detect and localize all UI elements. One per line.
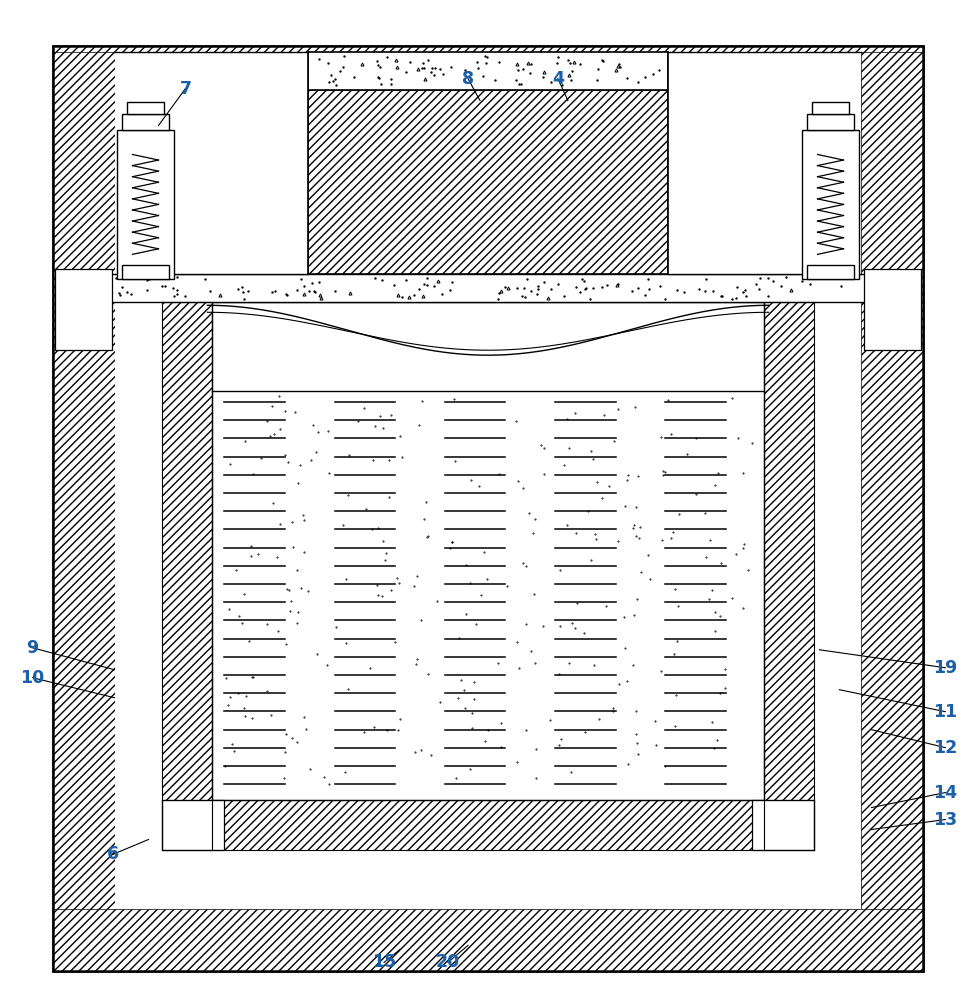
Bar [213,302,763,800]
Text: 12: 12 [933,739,957,757]
Text: 19: 19 [933,659,957,677]
Bar [114,46,862,909]
Text: 11: 11 [933,703,957,721]
Bar [162,800,224,850]
Bar [308,90,668,274]
Bar [122,114,170,130]
Bar [127,102,165,114]
Bar [862,46,923,971]
Bar [53,909,923,971]
Text: 14: 14 [933,784,957,802]
Bar [116,130,175,279]
Text: 7: 7 [180,80,191,98]
Bar [162,800,814,850]
Bar [752,800,814,850]
Bar [806,114,854,130]
Bar [308,52,668,90]
Text: 20: 20 [436,953,460,971]
Text: 4: 4 [551,70,564,88]
Text: 15: 15 [372,953,396,971]
Bar [801,130,860,279]
Bar [114,52,308,274]
Bar [162,302,213,850]
Bar [53,46,923,52]
Bar [55,269,111,350]
Text: 6: 6 [106,845,119,863]
Bar [865,269,921,350]
Bar [806,265,854,279]
Text: 9: 9 [26,639,39,657]
Bar [811,102,849,114]
Bar [668,52,862,274]
Bar [53,46,114,971]
Bar [763,302,814,850]
Bar [122,265,170,279]
Bar [53,46,923,971]
Text: 8: 8 [462,70,474,88]
Bar [53,46,923,971]
Bar [106,274,870,302]
Text: 10: 10 [20,669,45,687]
Text: 13: 13 [933,811,957,829]
